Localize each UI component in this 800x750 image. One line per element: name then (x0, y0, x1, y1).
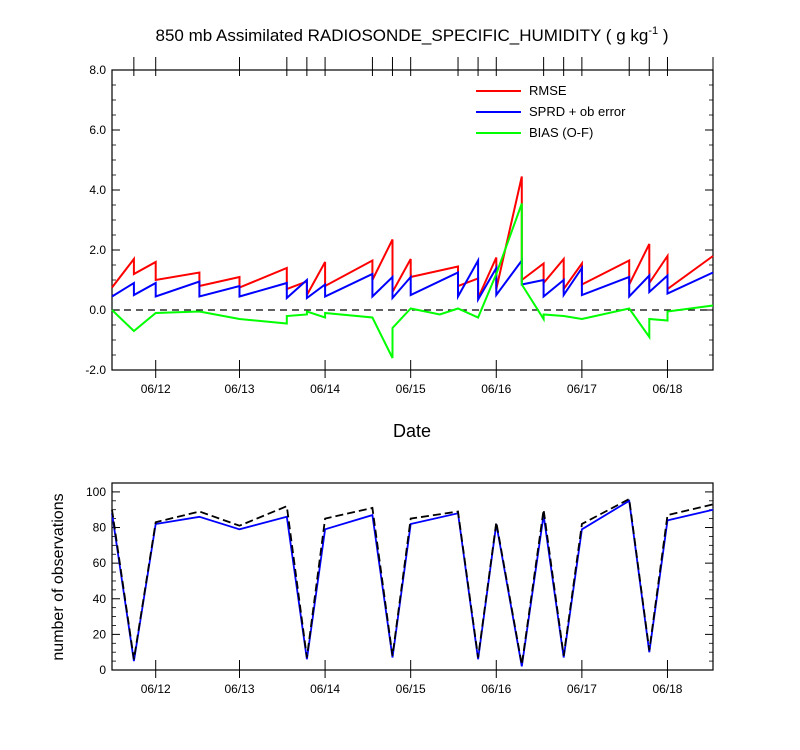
bottom-series-possible (111, 497, 714, 665)
top-y-tick-label: 8.0 (89, 63, 106, 77)
top-legend: RMSE SPRD + ob error BIAS (O-F) (476, 83, 626, 140)
bottom-x-tick-label: 06/17 (567, 682, 597, 696)
y-axis-label-observations: number of observations (50, 493, 67, 660)
bottom-y-tick-label: 40 (93, 592, 107, 606)
top-plot: -2.0 0.0 2.0 4.0 6.0 8.0 06/12 06/13 06/14 06/15 0… (85, 57, 714, 396)
bottom-y-tick-label: 60 (93, 556, 107, 570)
x-axis-label: Date (393, 421, 431, 441)
chart-title-units-sup: -1 (648, 25, 658, 37)
legend-label: BIAS (O-F) (529, 125, 593, 140)
top-y-tick-label: -2.0 (85, 363, 106, 377)
top-series-bias-o-f (111, 203, 714, 359)
top-x-tick-label: 06/17 (567, 382, 597, 396)
bottom-y-tick-label: 100 (86, 485, 106, 499)
legend-label: SPRD + ob error (529, 104, 626, 119)
top-x-tick-label: 06/14 (310, 382, 340, 396)
bottom-plot-frame (111, 482, 714, 671)
top-y-tick-label: 0.0 (89, 303, 106, 317)
chart-title-main: 850 mb Assimilated RADIOSONDE_SPECIFIC_H… (156, 26, 649, 45)
bottom-x-tick-label: 06/13 (224, 682, 254, 696)
bottom-y-tick-label: 20 (93, 627, 107, 641)
top-x-tick-label: 06/13 (224, 382, 254, 396)
bottom-x-tick-label: 06/16 (481, 682, 511, 696)
top-series-rmse (111, 176, 714, 299)
top-y-tick-label: 4.0 (89, 183, 106, 197)
chart-title-close: ) (658, 26, 668, 45)
bottom-y-tick-label: 80 (93, 521, 107, 535)
bottom-x-tick-label: 06/14 (310, 682, 340, 696)
top-y-tick-label: 6.0 (89, 123, 106, 137)
top-x-tick-label: 06/12 (141, 382, 171, 396)
bottom-y-tick-label: 0 (99, 663, 106, 677)
bottom-x-tick-label: 06/18 (652, 682, 682, 696)
bottom-x-tick-label: 06/12 (141, 682, 171, 696)
top-series-sprd-ob-error (111, 256, 714, 304)
bottom-series-assimilated (111, 499, 714, 667)
legend-label: RMSE (529, 83, 567, 98)
top-x-tick-label: 06/15 (396, 382, 426, 396)
top-x-tick-label: 06/18 (652, 382, 682, 396)
top-y-tick-label: 2.0 (89, 243, 106, 257)
top-x-tick-label: 06/16 (481, 382, 511, 396)
chart-title: 850 mb Assimilated RADIOSONDE_SPECIFIC_H… (156, 25, 669, 45)
bottom-x-tick-label: 06/15 (396, 682, 426, 696)
bottom-plot: 0 20 40 60 80 100 06/12 06/13 06/14 06/15 06/16 06/… (86, 482, 714, 696)
